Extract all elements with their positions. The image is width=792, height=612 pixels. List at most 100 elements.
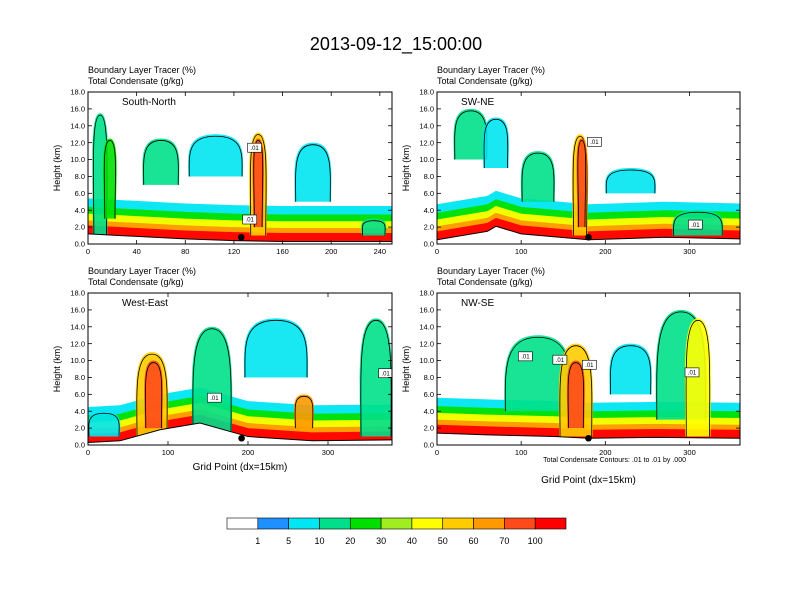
subtitle-tracer: Boundary Layer Tracer (%) [437,65,545,75]
y-tick-label: 2.0 [75,223,85,232]
condensate-contour-3 [192,328,232,437]
panels: .01 .01 South-North Boundary Layer Tracer (… [52,65,741,486]
plume-6 [359,318,392,437]
x-tick-label: 40 [132,247,140,256]
plot-area-4: .01 .01 .01 .01 [437,293,740,445]
x-tick-label: 200 [325,247,338,256]
plume-5 [684,318,711,437]
y-tick-label: 8.0 [75,373,85,382]
y-tick-label: 6.0 [75,390,85,399]
y-tick-label: 16.0 [419,305,434,314]
contour-label: .01 [250,146,259,152]
colorbar-label: 30 [376,536,386,546]
y-tick-label: 0.0 [75,240,85,249]
y-tick-label: 8.0 [424,172,434,181]
contour-label: .01 [381,371,390,377]
contour-label-box [242,214,258,225]
condensate-contour-5 [577,140,587,228]
condensate-contour-7 [295,144,331,202]
plot-area-3: .01 .01 [88,293,392,445]
location-marker [585,434,592,442]
subtitle-condensate: Total Condensate (g/kg) [437,277,533,287]
axes-frame [436,292,741,446]
colorbar-box [534,517,567,530]
y-tick-label: 14.0 [419,121,434,130]
contour-label: .01 [688,371,697,377]
y-tick-label: 4.0 [424,206,434,215]
x-tick-label: 200 [599,448,612,457]
contour-label-box [247,142,262,153]
condensate-contour-2 [103,140,116,219]
condensate-contour-8 [361,220,386,236]
x-tick-label: 100 [515,448,528,457]
contour-label-box [688,219,703,230]
condensate-contour-5 [294,395,314,429]
subtitle-condensate: Total Condensate (g/kg) [88,76,184,86]
y-tick-label: 4.0 [75,407,85,416]
contour-label: .01 [590,140,599,146]
x-tick-label: 240 [374,247,387,256]
axes-frame [436,91,741,245]
y-tick-label: 0.0 [424,240,434,249]
contour-label: .01 [210,396,219,402]
plume-4 [243,318,309,378]
subtitle-tracer: Boundary Layer Tracer (%) [437,266,545,276]
x-tick-label: 80 [181,247,189,256]
plot-area-1: .01 .01 [88,92,392,244]
y-tick-label: 12.0 [419,138,434,147]
plume-7 [88,411,121,437]
colorbar: 1 5 10 20 30 40 50 60 70 100 [226,517,567,546]
y-tick-label: 12.0 [70,339,85,348]
colorbar-label: 40 [407,536,417,546]
y-tick-label: 18.0 [419,88,434,97]
condensate-contour-3 [567,362,585,429]
y-tick-label: 16.0 [70,305,85,314]
y-tick-label: 4.0 [75,206,85,215]
plot-area-2: .01 .01 [437,92,740,244]
contour-label-box [378,368,392,379]
contour-label: .01 [556,358,565,364]
plume-5 [576,138,587,228]
contour-label-box [582,359,597,370]
y-axis-label: Height (km) [52,346,62,393]
y-tick-label: 6.0 [75,189,85,198]
y-tick-label: 10.0 [419,155,434,164]
condensate-contour-3 [521,152,555,202]
condensate-contour-7 [673,211,723,236]
contour-label-box [518,351,533,362]
colorbar-box [257,517,289,530]
y-tick-label: 6.0 [424,390,434,399]
plume-2 [103,138,117,219]
subtitle-tracer: Boundary Layer Tracer (%) [88,266,196,276]
colorbar-box [473,517,505,530]
plume-2 [482,117,509,168]
contour-label-box [552,354,568,365]
terrain-line [88,422,392,443]
colorbar-label: 1 [255,536,260,546]
y-tick-label: 12.0 [419,339,434,348]
y-tick-label: 18.0 [419,289,434,298]
panel-4: .01 .01 .01 .01 NW-SE Boundary Layer Tracer (… [401,266,741,486]
condensate-contour-4 [572,135,588,236]
colorbar-box [411,517,444,530]
contour-note: Total Condensate Contours: .01 to .01 by… [543,457,686,464]
plume-4 [188,134,244,177]
plume-3 [142,138,180,185]
colorbar-label: 70 [499,536,509,546]
y-tick-label: 2.0 [75,424,85,433]
colorbar-box [349,517,382,530]
colorbar-box [319,517,351,530]
condensate-contour-5 [685,319,711,437]
panel-2: .01 .01 SW-NE Boundary Layer Tracer (%)Tota… [401,65,741,256]
plume-3 [191,326,233,437]
location-marker [585,233,592,241]
x-tick-label: 300 [322,448,335,457]
section-title: South-North [122,97,176,108]
plume-3 [566,360,585,429]
colorbar-box [288,517,320,530]
terrain-fill [437,226,740,244]
x-tick-label: 300 [683,247,696,256]
y-tick-label: 8.0 [75,172,85,181]
axes-frame [87,91,393,245]
x-tick-label: 120 [228,247,241,256]
